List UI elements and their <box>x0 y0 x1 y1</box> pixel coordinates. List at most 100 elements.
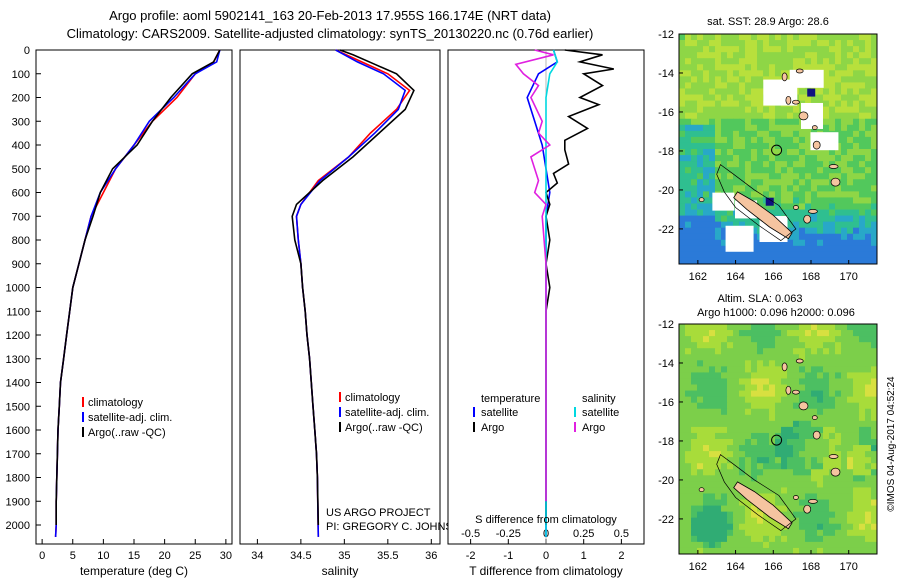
sla-cell <box>781 408 788 416</box>
sla-cell <box>823 481 830 488</box>
sst-cell <box>763 52 770 59</box>
sst-cell <box>697 82 704 89</box>
sla-cell <box>853 354 860 361</box>
sla-cell <box>865 342 872 349</box>
sla-cell <box>793 384 800 391</box>
sst-cell <box>799 34 806 41</box>
sst-cell <box>757 94 764 101</box>
sla-cell <box>859 541 866 549</box>
sla-cell <box>721 396 728 404</box>
sla-cell <box>703 330 710 337</box>
sla-cell <box>859 499 866 506</box>
sst-cell <box>847 221 854 229</box>
sst-cell <box>769 136 776 144</box>
sla-cell <box>847 414 854 422</box>
sla-cell <box>709 336 716 343</box>
sla-cell <box>823 342 830 349</box>
sst-cell <box>685 58 692 65</box>
sst-cell <box>727 34 734 41</box>
sla-cell <box>823 475 830 482</box>
sla-cell <box>853 475 860 482</box>
sla-cell <box>727 535 734 543</box>
sla-cell <box>841 390 848 398</box>
sla-cell <box>871 432 878 440</box>
island <box>803 504 812 514</box>
sst-cell <box>817 257 824 265</box>
sla-cell <box>871 426 878 434</box>
sla-cell <box>757 360 764 367</box>
sst-cell <box>739 257 746 265</box>
sla-cell <box>805 481 812 488</box>
sla-cell <box>697 414 704 422</box>
sst-cell <box>745 124 752 132</box>
sst-cell <box>859 215 866 223</box>
sla-cell <box>757 384 764 391</box>
sla-cell <box>781 523 788 531</box>
sst-cell <box>847 155 854 162</box>
sst-cell <box>859 197 866 204</box>
sst-cell <box>793 106 800 114</box>
sst-cell <box>787 251 794 259</box>
sla-cell <box>751 505 758 513</box>
sst-cell <box>679 40 686 47</box>
sla-cell <box>763 469 770 476</box>
sla-cell <box>859 535 866 543</box>
sla-cell <box>697 535 704 543</box>
sst-cell <box>793 149 800 156</box>
sla-cell <box>787 487 794 494</box>
sst-cell <box>685 239 692 247</box>
sla-cell <box>823 426 830 434</box>
sst-cell <box>751 94 758 101</box>
sst-cell <box>691 221 698 229</box>
sla-cell <box>811 402 818 410</box>
sla-cell <box>853 529 860 537</box>
sla-cell <box>817 366 824 373</box>
sst-cell <box>847 70 854 77</box>
sla-cell <box>739 378 746 385</box>
sst-cell <box>697 149 704 156</box>
sla-cell <box>727 481 734 488</box>
sla-cell <box>853 463 860 470</box>
sst-cell <box>847 142 854 150</box>
sst-cell <box>799 40 806 47</box>
lat-tick-label: -14 <box>658 358 674 370</box>
sla-cell <box>739 445 746 452</box>
sst-cell <box>787 52 794 59</box>
sla-cell <box>697 463 704 470</box>
sst-cell <box>787 106 794 114</box>
sla-cell <box>859 457 866 464</box>
depth-tick-label: 100 <box>12 69 30 81</box>
sst-cell <box>823 106 830 114</box>
sla-cell <box>703 348 710 355</box>
sla-cell <box>811 493 818 500</box>
sst-cell <box>685 179 692 186</box>
sst-cell <box>763 136 770 144</box>
sla-cell <box>703 475 710 482</box>
depth-tick-label: 1100 <box>6 306 30 318</box>
sla-cell <box>727 547 734 555</box>
sla-cell <box>817 535 824 543</box>
sla-cell <box>709 354 716 361</box>
sla-cell <box>847 324 854 331</box>
sst-cell <box>817 58 824 65</box>
sst-cell <box>733 142 740 150</box>
sst-cell <box>739 142 746 150</box>
sst-cell <box>853 82 860 89</box>
sst-cell <box>823 227 830 235</box>
sst-cell <box>811 64 818 71</box>
sla-cell <box>727 493 734 500</box>
sla-cell <box>859 390 866 398</box>
sst-cell <box>727 124 734 132</box>
sla-cell <box>697 390 704 398</box>
sla-cell <box>715 366 722 373</box>
sla-cell <box>871 547 878 555</box>
sst-cell <box>697 209 704 216</box>
sla-cell <box>703 541 710 549</box>
sst-cell <box>853 40 860 47</box>
sla-cell <box>859 463 866 470</box>
sla-cell <box>829 523 836 531</box>
sla-cell <box>859 366 866 373</box>
sla-cell <box>727 372 734 379</box>
sla-cell <box>697 517 704 525</box>
sla-cell <box>769 378 776 385</box>
